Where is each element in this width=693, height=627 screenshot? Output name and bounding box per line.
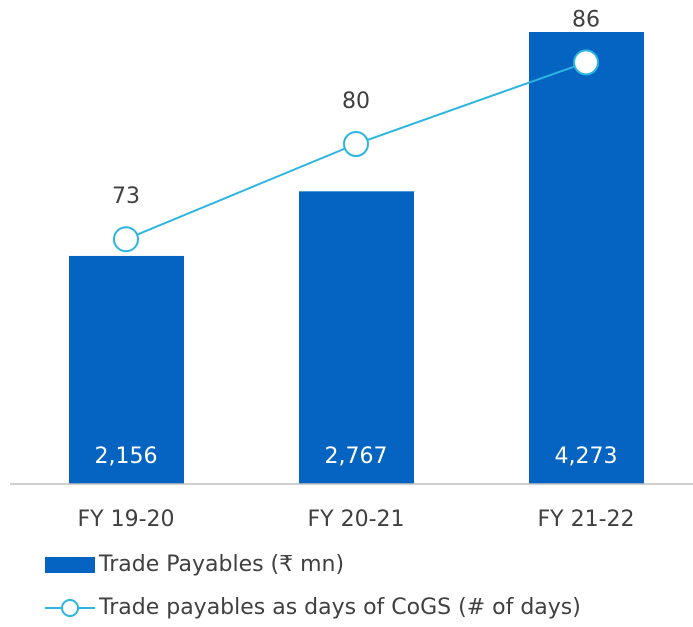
line-label: 73 xyxy=(112,184,140,209)
x-tick-label: FY 21-22 xyxy=(537,507,634,532)
bar xyxy=(529,32,644,484)
bar-label: 2,767 xyxy=(325,444,388,469)
line-label: 86 xyxy=(572,7,600,32)
bar-label: 2,156 xyxy=(95,444,158,469)
line-label: 80 xyxy=(342,89,370,114)
bar xyxy=(299,191,414,485)
legend-label: Trade Payables (₹ mn) xyxy=(98,552,344,577)
x-tick-label: FY 20-21 xyxy=(307,507,404,532)
legend-swatch-marker xyxy=(61,599,79,617)
legend-label: Trade payables as days of CoGS (# of day… xyxy=(98,595,581,620)
x-tick-label: FY 19-20 xyxy=(77,507,174,532)
bar xyxy=(69,255,184,484)
line-marker xyxy=(343,131,369,157)
bar-label: 4,273 xyxy=(555,444,618,469)
line-marker xyxy=(573,49,599,76)
legend-swatch xyxy=(45,557,95,573)
line-marker xyxy=(113,226,139,253)
